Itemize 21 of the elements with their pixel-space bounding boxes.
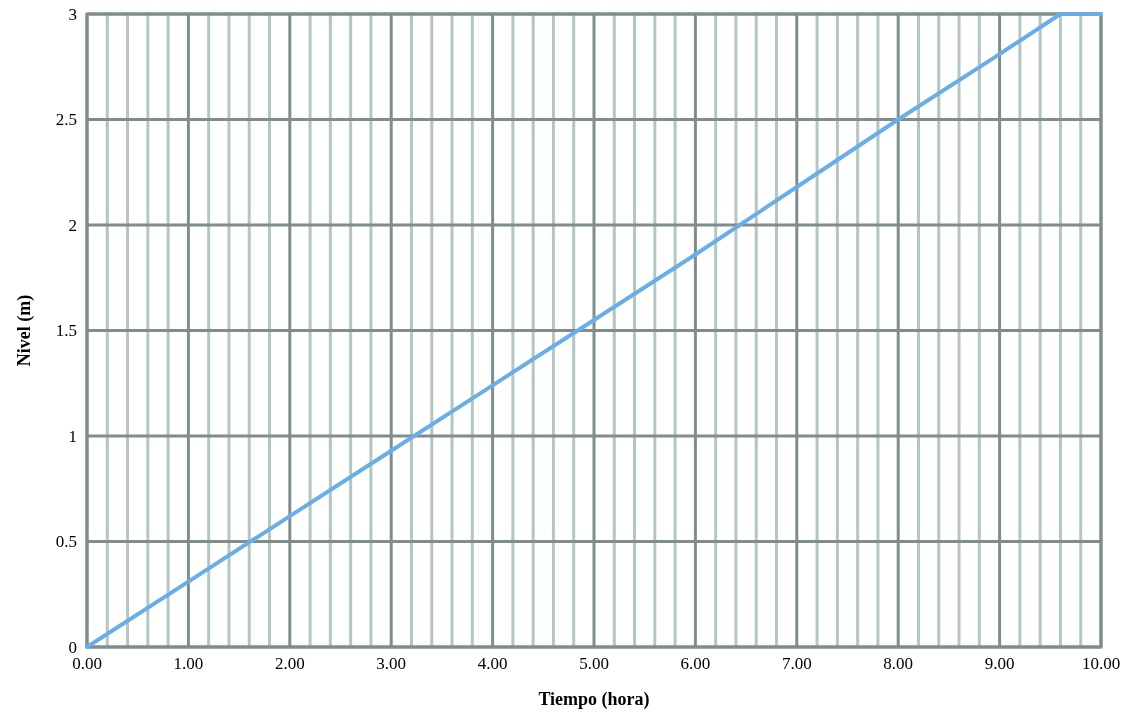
y-tick-label: 1.5 xyxy=(55,321,77,341)
x-tick-label: 6.00 xyxy=(680,654,711,673)
line-series xyxy=(85,12,1103,649)
y-tick-label: 2 xyxy=(68,215,77,235)
x-tick-label: 0.00 xyxy=(72,654,102,673)
y-axis-title: Nivel (m) xyxy=(14,294,35,367)
x-tick-label: 8.00 xyxy=(883,654,914,673)
y-tick-label: 0 xyxy=(68,637,77,657)
x-tick-label: 5.00 xyxy=(579,654,609,673)
y-tick-label: 2.5 xyxy=(55,110,77,130)
y-tick-label: 1 xyxy=(68,426,77,446)
x-tick-label: 3.00 xyxy=(376,654,407,673)
x-tick-label: 7.00 xyxy=(781,654,812,673)
x-axis-title: Tiempo (hora) xyxy=(538,689,650,710)
x-tick-label: 4.00 xyxy=(477,654,508,673)
x-tick-label: 1.00 xyxy=(173,654,204,673)
y-tick-label: 3 xyxy=(68,4,77,24)
x-tick-label: 2.00 xyxy=(274,654,305,673)
y-tick-label: 0.5 xyxy=(55,532,77,552)
x-tick-label: 9.00 xyxy=(984,654,1015,673)
x-tick-label: 10.00 xyxy=(1081,654,1121,673)
